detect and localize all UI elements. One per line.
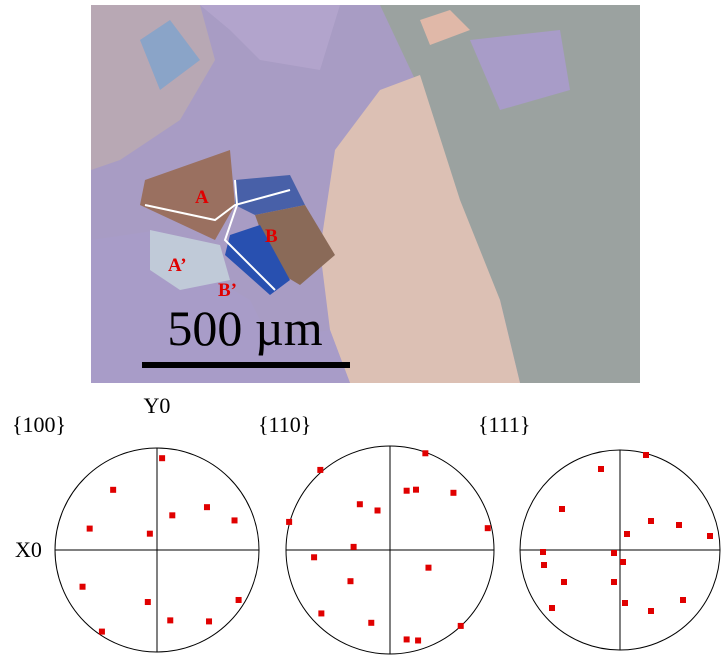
pole-point xyxy=(624,531,630,537)
grain xyxy=(320,75,520,383)
pole-point xyxy=(676,522,682,528)
grain-boundary xyxy=(223,179,276,291)
pole-point xyxy=(559,506,565,512)
pole-figure-title: {111} xyxy=(478,412,531,437)
pole-point xyxy=(549,605,555,611)
grain-label: A’ xyxy=(168,255,187,276)
pole-point xyxy=(422,450,429,457)
axis-label: X0 xyxy=(15,537,42,562)
grain xyxy=(200,5,340,70)
pole-point xyxy=(403,487,410,494)
pole-point xyxy=(311,554,318,561)
pole-point xyxy=(368,619,375,626)
pole-point xyxy=(347,578,354,585)
grain xyxy=(140,20,200,90)
pole-point xyxy=(403,636,410,643)
pole-point xyxy=(159,455,166,462)
grain xyxy=(470,30,570,110)
pole-point xyxy=(450,489,457,496)
pole-point xyxy=(457,622,464,629)
axis-label: Y0 xyxy=(144,393,171,418)
pole-point xyxy=(350,543,357,550)
pole-point xyxy=(110,486,117,493)
pole-point xyxy=(235,596,242,603)
pole-point xyxy=(484,525,491,532)
pole-figure-title: {110} xyxy=(258,412,311,437)
pole-point xyxy=(98,628,105,635)
pole-point xyxy=(541,562,547,568)
pole-point xyxy=(680,597,686,603)
pole-point xyxy=(146,530,153,537)
grain-b-prime xyxy=(225,225,290,295)
pole-point xyxy=(144,599,151,606)
grain xyxy=(420,10,470,45)
micrograph: A B A’ B’ 500 µm xyxy=(91,5,640,383)
pole-point xyxy=(356,501,363,508)
scale-bar xyxy=(142,362,350,368)
pole-point xyxy=(317,466,324,473)
pole-point xyxy=(598,466,604,472)
pole-point xyxy=(648,608,654,614)
grain xyxy=(380,5,640,383)
pole-point xyxy=(318,610,325,617)
pole-point xyxy=(86,525,93,532)
pole-point xyxy=(374,507,381,514)
pole-point xyxy=(169,512,176,519)
grain-label: B’ xyxy=(218,280,237,301)
grain-label: A xyxy=(195,187,209,208)
pole-point xyxy=(622,600,628,606)
pole-point xyxy=(648,518,654,524)
pole-point xyxy=(79,583,86,590)
pole-point xyxy=(167,617,174,624)
pole-point xyxy=(611,579,617,585)
pole-point xyxy=(231,517,238,524)
pole-point xyxy=(206,618,213,625)
pole-point xyxy=(707,533,713,539)
pole-point xyxy=(611,550,617,556)
pole-point xyxy=(286,518,293,525)
pole-point xyxy=(413,486,419,493)
pole-figure-title: {100} xyxy=(12,412,66,437)
pole-point xyxy=(561,579,567,585)
pole-point xyxy=(643,452,649,458)
grain-boundary xyxy=(144,189,291,222)
scale-bar-label: 500 µm xyxy=(167,300,322,356)
pole-point xyxy=(203,504,210,511)
pole-point xyxy=(425,564,432,571)
pole-point xyxy=(540,549,546,555)
grain xyxy=(150,230,230,290)
pole-point xyxy=(620,559,626,565)
grain-label: B xyxy=(265,226,278,247)
grain-a xyxy=(140,150,235,240)
pole-point xyxy=(415,637,422,644)
